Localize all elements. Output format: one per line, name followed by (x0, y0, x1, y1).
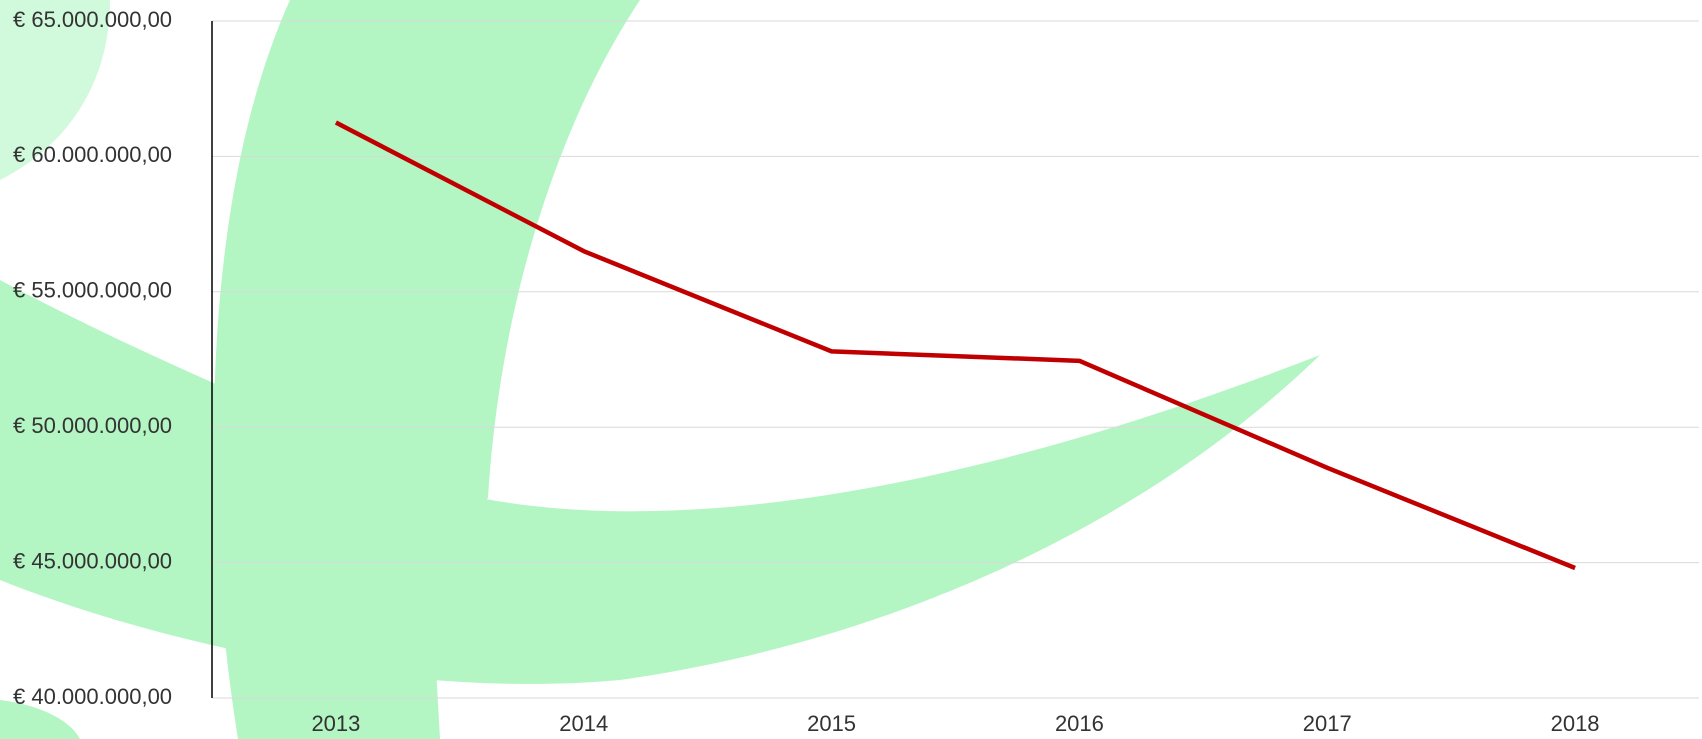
x-tick-label: 2015 (807, 711, 856, 736)
x-tick-label: 2014 (559, 711, 608, 736)
y-tick-label: € 65.000.000,00 (13, 7, 172, 32)
y-tick-label: € 55.000.000,00 (13, 278, 172, 303)
watermark (0, 0, 1320, 739)
y-tick-label: € 50.000.000,00 (13, 413, 172, 438)
y-tick-label: € 40.000.000,00 (13, 684, 172, 709)
y-tick-label: € 45.000.000,00 (13, 548, 172, 573)
y-tick-label: € 60.000.000,00 (13, 142, 172, 167)
x-tick-label: 2013 (311, 711, 360, 736)
line-series (334, 120, 1576, 571)
x-tick-label: 2018 (1551, 711, 1600, 736)
x-tick-label: 2016 (1055, 711, 1104, 736)
x-tick-label: 2017 (1303, 711, 1352, 736)
